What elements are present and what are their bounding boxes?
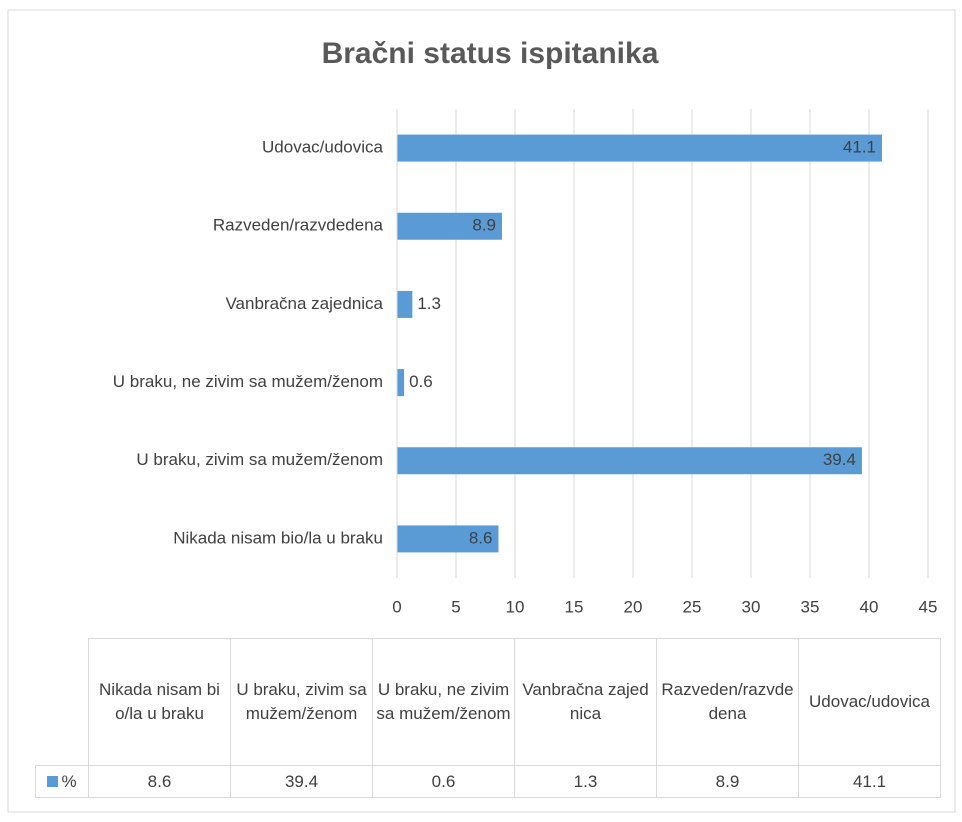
data-label: 8.9 (472, 216, 496, 235)
table-header: Vanbračna zajednica (514, 638, 657, 766)
x-tick-label: 0 (392, 597, 401, 616)
x-tick-label: 25 (683, 597, 702, 616)
legend-label: % (61, 771, 77, 791)
x-tick-label: 5 (451, 597, 460, 616)
bar (397, 212, 503, 240)
table-value: 0.6 (372, 765, 515, 798)
y-tick-label: Udovac/udovica (262, 138, 384, 157)
x-tick-label: 45 (919, 597, 938, 616)
data-label: 41.1 (843, 138, 876, 157)
bar (397, 525, 499, 553)
chart-title: Bračni status ispitanika (322, 37, 659, 70)
x-tick-label: 20 (624, 597, 643, 616)
y-tick-label: Vanbračna zajednica (225, 294, 383, 313)
bar (397, 447, 862, 475)
data-label: 8.6 (469, 528, 493, 547)
bar (397, 290, 413, 318)
table-header: Udovac/udovica (798, 638, 941, 766)
data-label: 1.3 (417, 294, 441, 313)
bar (397, 134, 882, 162)
table-header: Nikada nisam bio/la u braku (88, 638, 231, 766)
x-tick-label: 10 (506, 597, 525, 616)
table-header: Razveden/razvdedena (656, 638, 799, 766)
x-tick-label: 35 (801, 597, 820, 616)
y-tick-label: U braku, zivim sa mužem/ženom (136, 450, 383, 469)
x-tick-label: 30 (742, 597, 761, 616)
x-tick-label: 15 (565, 597, 584, 616)
y-tick-label: Razveden/razvdedena (213, 216, 384, 235)
table-value: 39.4 (230, 765, 373, 798)
table-value: 8.6 (88, 765, 231, 798)
table-value: 41.1 (798, 765, 941, 798)
table-legend: % (35, 765, 89, 798)
x-tick-label: 40 (860, 597, 879, 616)
bar (397, 369, 405, 397)
data-label: 39.4 (823, 450, 856, 469)
data-label: 0.6 (409, 372, 433, 391)
table-header: U braku, zivim sa mužem/ženom (230, 638, 373, 766)
legend-key (47, 776, 59, 787)
y-tick-label: Nikada nisam bio/la u braku (173, 528, 383, 547)
table-value: 8.9 (656, 765, 799, 798)
table-value: 1.3 (514, 765, 657, 798)
y-tick-label: U braku, ne zivim sa mužem/ženom (113, 372, 383, 391)
table-header: U braku, ne zivim sa mužem/ženom (372, 638, 515, 766)
